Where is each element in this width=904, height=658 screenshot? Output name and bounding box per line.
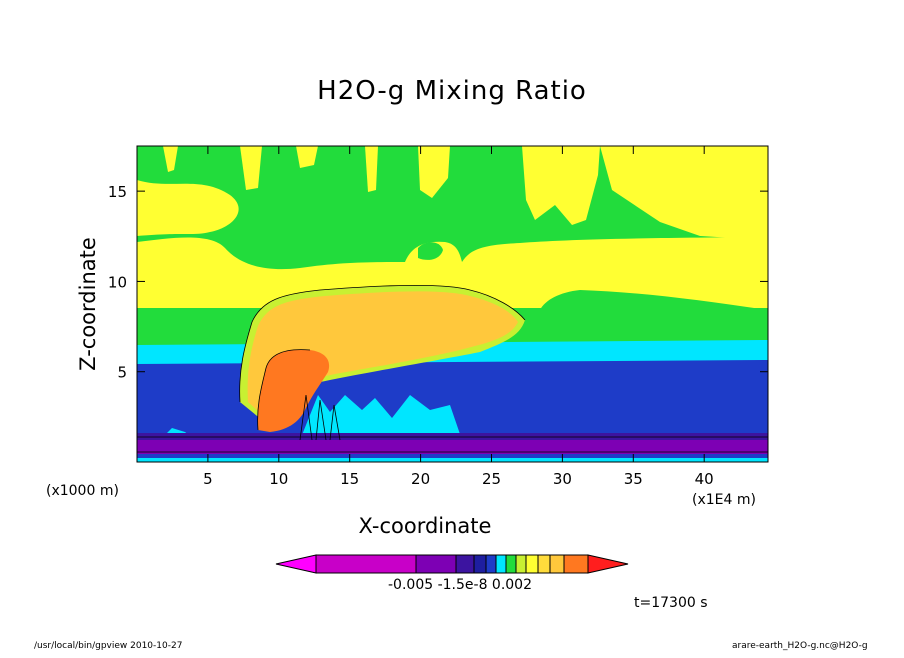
field-yellow-strip-a [163, 146, 178, 172]
field-yellow-strip-d [365, 146, 378, 192]
colorbar-seg-green [505, 554, 517, 574]
time-annotation: t=17300 s [634, 595, 708, 611]
x-tick-label: 35 [624, 470, 643, 488]
field-cyan-bottom [137, 458, 768, 462]
x-tick-label: 5 [203, 470, 213, 488]
y-axis-unit: (x1000 m) [46, 483, 119, 499]
footer-left: /usr/local/bin/gpview 2010-10-27 [34, 641, 183, 651]
y-tick-label: 10 [108, 273, 127, 291]
colorbar-seg-violet [415, 554, 457, 574]
contour-fields [137, 146, 768, 462]
x-tick-label: 30 [553, 470, 572, 488]
colorbar-seg-yellowgreen [515, 554, 527, 574]
field-dark-violet [137, 440, 768, 454]
field-yellow-strip-f [522, 146, 600, 225]
field-gold-anvil [247, 291, 518, 420]
y-tick-label: 15 [108, 183, 127, 201]
colorbar-seg-cyan [495, 554, 507, 574]
field-yellow-strip-e [418, 146, 450, 198]
colorbar-seg-gold1 [537, 554, 551, 574]
contour-lines [137, 285, 768, 453]
x-axis-ticks: 5 10 15 20 25 30 35 40 [203, 146, 714, 488]
plot-frame [136, 145, 769, 463]
colorbar-left-arrow [275, 554, 317, 574]
colorbar-seg-magenta [315, 554, 417, 574]
colorbar-seg-indigo [455, 554, 475, 574]
field-cyan-patch-a [300, 395, 462, 440]
field-yellow-strip-b [240, 146, 262, 190]
x-tick-label: 25 [482, 470, 501, 488]
colorbar-seg-darkblue [473, 554, 487, 574]
x-tick-label: 20 [411, 470, 430, 488]
field-yellow-upper-right [600, 146, 768, 240]
field-yellow-upper-left [137, 180, 239, 236]
footer-right: arare-earth_H2O-g.nc@H2O-g [732, 641, 868, 651]
y-axis-ticks: 5 10 15 [108, 183, 768, 382]
colorbar-seg-blue [485, 554, 497, 574]
colorbar-seg-yellow [525, 554, 539, 574]
colorbar [275, 554, 629, 574]
field-yellow-band [137, 237, 768, 310]
chart-title: H2O-g Mixing Ratio [317, 76, 587, 106]
field-orange-core [257, 349, 330, 432]
x-tick-label: 40 [695, 470, 714, 488]
x-tick-label: 15 [340, 470, 359, 488]
y-axis-label: Z-coordinate [76, 237, 100, 371]
colorbar-seg-orange [563, 554, 589, 574]
field-green-island [418, 242, 443, 260]
colorbar-tick-labels: -0.005 -1.5e-8 0.002 [388, 577, 532, 593]
colorbar-seg-gold2 [549, 554, 565, 574]
field-yellow-strip-c [296, 146, 318, 168]
x-axis-label: X-coordinate [358, 514, 492, 538]
colorbar-right-arrow [587, 554, 629, 574]
y-tick-label: 5 [117, 364, 127, 382]
x-axis-unit: (x1E4 m) [692, 492, 756, 508]
x-tick-label: 10 [269, 470, 288, 488]
